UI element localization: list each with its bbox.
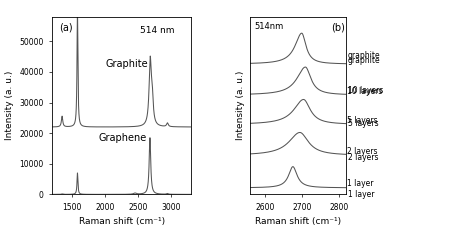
Text: 1 layer: 1 layer: [348, 190, 374, 199]
Text: 10 layers: 10 layers: [347, 87, 383, 96]
Text: 514 nm: 514 nm: [140, 26, 174, 35]
Y-axis label: Intensity (a. u.): Intensity (a. u.): [5, 71, 14, 140]
Text: Graphene: Graphene: [98, 133, 146, 143]
Text: (b): (b): [331, 22, 345, 32]
Text: 1 layer: 1 layer: [347, 180, 374, 188]
Text: 5 layers: 5 layers: [348, 119, 379, 128]
Text: graphite: graphite: [347, 56, 380, 65]
Text: 2 layers: 2 layers: [347, 147, 378, 156]
Text: 514nm: 514nm: [254, 22, 283, 31]
Text: graphite: graphite: [348, 51, 381, 60]
Text: 2 layers: 2 layers: [348, 153, 378, 162]
X-axis label: Raman shift (cm⁻¹): Raman shift (cm⁻¹): [79, 217, 165, 226]
Text: 5 layers: 5 layers: [347, 116, 378, 125]
Text: Graphite: Graphite: [105, 59, 147, 69]
Y-axis label: Intensity (a. u.): Intensity (a. u.): [236, 71, 245, 140]
Text: 10 layers: 10 layers: [348, 85, 383, 95]
X-axis label: Raman shift (cm⁻¹): Raman shift (cm⁻¹): [255, 217, 341, 226]
Text: (a): (a): [59, 22, 73, 32]
